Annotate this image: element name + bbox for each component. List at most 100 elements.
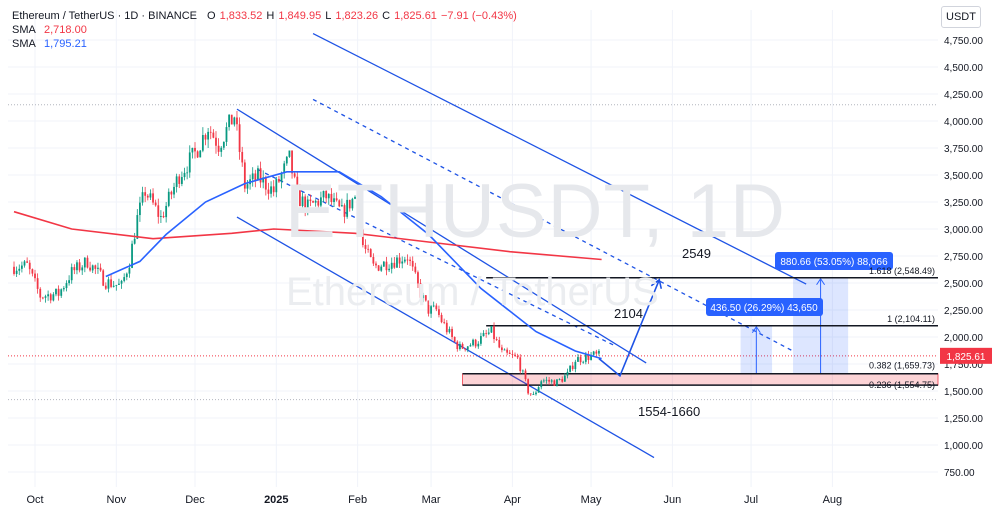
candle-down: [146, 195, 149, 198]
time-axis[interactable]: Oct Nov Dec 2025 Feb Mar Apr May Jun Jul Aug: [26, 494, 842, 506]
candle-down: [369, 249, 372, 257]
candle-down: [178, 176, 181, 184]
candle-down: [73, 267, 76, 271]
candle-up: [592, 351, 595, 355]
candle-down: [440, 314, 443, 323]
currency-button[interactable]: USDT: [941, 6, 981, 28]
candle-up: [23, 261, 26, 266]
candle-up: [15, 270, 18, 274]
current-price-tag: [940, 347, 992, 364]
candle-up: [275, 178, 278, 193]
projection-arrow-head: [650, 278, 663, 289]
candle-down: [204, 135, 207, 140]
candle-up: [131, 243, 133, 268]
candle-up: [283, 163, 286, 174]
candle-up: [120, 280, 123, 284]
chart-grid: [8, 10, 938, 487]
candle-down: [377, 265, 380, 271]
candle-up: [270, 186, 272, 194]
sma2-row[interactable]: SMA 1,795.21: [12, 37, 517, 51]
candle-down: [571, 365, 574, 370]
candle-down: [367, 248, 370, 250]
candle-down: [49, 294, 52, 301]
candle-up: [540, 381, 543, 388]
candle-down: [393, 262, 396, 268]
candle-down: [595, 351, 598, 354]
x-tick-label: Aug: [823, 494, 843, 506]
candle-up: [220, 147, 223, 152]
candle-down: [196, 151, 199, 158]
candle-down: [209, 131, 212, 133]
candle-down: [39, 288, 42, 298]
y-tick-label: 1,000.00: [944, 441, 983, 452]
sma2-value: 1,795.21: [44, 38, 87, 50]
candle-down: [411, 260, 414, 267]
support-zone-rect: [462, 373, 939, 386]
candle-down: [493, 326, 495, 340]
candle-up: [477, 343, 480, 347]
symbol-title[interactable]: Ethereum / TetherUS · 1D · BINANCE: [12, 10, 198, 22]
candle-down: [104, 285, 107, 289]
moving-averages: [13, 171, 602, 360]
candle-down: [162, 215, 165, 218]
candle-up: [139, 202, 141, 216]
candle-up: [466, 346, 469, 350]
x-tick-label: Apr: [504, 494, 521, 506]
candle-down: [335, 198, 338, 201]
y-tick-label: 3,750.00: [944, 144, 983, 155]
candle-up: [537, 387, 540, 393]
candle-up: [598, 350, 600, 354]
watermark-name: Ethereum / TetherUS: [286, 270, 659, 314]
candle-up: [149, 193, 152, 198]
candle-up: [128, 267, 131, 274]
close-label: C: [382, 10, 391, 22]
candle-up: [180, 177, 183, 184]
candle-up: [301, 196, 304, 207]
candle-down: [464, 348, 467, 350]
y-tick-label: 4,750.00: [944, 36, 983, 47]
channel-line: [236, 108, 647, 364]
candle-up: [532, 394, 535, 396]
open-label: O: [207, 10, 216, 22]
candle-down: [451, 328, 453, 338]
y-tick-label: 4,500.00: [944, 63, 983, 74]
sma1-row[interactable]: SMA 2,718.00: [12, 23, 517, 37]
y-tick-label: 4,000.00: [944, 117, 983, 128]
candle-up: [188, 152, 191, 173]
candle-up: [340, 205, 343, 207]
projection-arrows: [598, 278, 663, 378]
ohlc-row: Ethereum / TetherUS · 1D · BINANCE O 1,83…: [12, 9, 517, 23]
candle-down: [348, 199, 351, 209]
candle-down: [217, 145, 220, 152]
candle-down: [527, 379, 530, 394]
candle-up: [521, 370, 524, 372]
candle-down: [579, 357, 582, 363]
fib-ratio-label: 0.236 (1,554.75): [869, 380, 935, 390]
candle-down: [553, 380, 556, 386]
candle-up: [545, 379, 548, 381]
x-tick-label: May: [581, 494, 602, 506]
legend-header: Ethereum / TetherUS · 1D · BINANCE O 1,83…: [12, 9, 517, 51]
candle-down: [398, 257, 401, 264]
candle-up: [535, 392, 537, 395]
candle-up: [322, 190, 325, 198]
y-tick-label: 750.00: [944, 468, 975, 479]
channel-midline: [257, 169, 615, 347]
candle-up: [183, 172, 186, 178]
candle-up: [81, 267, 84, 271]
candle-down: [259, 168, 262, 183]
candle-up: [314, 200, 317, 203]
candle-up: [306, 199, 309, 212]
low-label: L: [325, 10, 332, 22]
candle-down: [254, 173, 257, 181]
y-tick-label: 2,500.00: [944, 279, 983, 290]
price-axis[interactable]: 750.00 1,000.00 1,250.00 1,500.00 1,750.00 2,…: [940, 36, 992, 479]
candle-up: [469, 345, 472, 347]
candle-down: [414, 266, 417, 273]
high-value: 1,849.95: [278, 10, 322, 22]
candle-down: [453, 337, 456, 342]
candle-up: [480, 336, 482, 344]
watermark-ticker: ETHUSDT, 1D: [285, 169, 786, 254]
candle-down: [212, 132, 215, 138]
